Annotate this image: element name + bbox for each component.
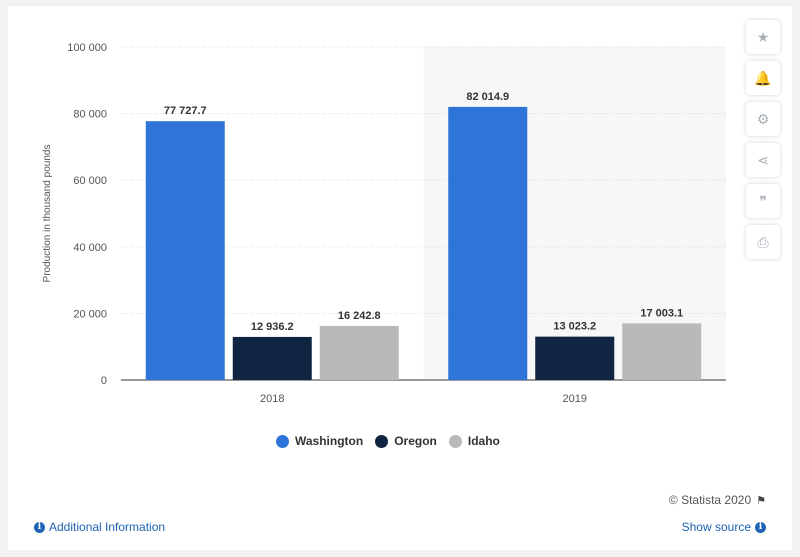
legend-label: Idaho bbox=[467, 434, 500, 448]
bar-idaho-2019 bbox=[622, 323, 702, 380]
legend-marker bbox=[448, 434, 462, 448]
credits-text: © Statista 2020 bbox=[668, 493, 752, 507]
star-button[interactable]: ★ bbox=[746, 20, 780, 54]
legend-item-idaho[interactable]: Idaho bbox=[448, 434, 500, 448]
chart-card: 0 20 000 40 000 60 000 80 000 100 000 Producti… bbox=[8, 6, 792, 550]
info-icon: i bbox=[34, 521, 45, 533]
share-icon: ⋖ bbox=[757, 151, 769, 168]
data-label: 17 003.1 bbox=[640, 307, 683, 319]
print-icon: ⎙ bbox=[757, 233, 769, 250]
bar-chart: 0 20 000 40 000 60 000 80 000 100 000 Producti… bbox=[42, 42, 726, 405]
y-tick-label: 20 000 bbox=[73, 308, 107, 320]
legend-label: Oregon bbox=[394, 434, 437, 448]
bar-idaho-2018 bbox=[319, 325, 399, 380]
y-tick-label: 100 000 bbox=[67, 42, 107, 54]
show-source-label: Show source bbox=[681, 520, 751, 534]
x-tick-label: 2019 bbox=[563, 393, 587, 405]
bar-oregon-2018 bbox=[232, 336, 312, 380]
bell-icon: 🔔 bbox=[754, 69, 772, 86]
legend-marker bbox=[276, 434, 289, 448]
bar-washington-2018 bbox=[145, 121, 225, 381]
share-button[interactable]: ⋖ bbox=[746, 143, 780, 177]
legend-label: Washington bbox=[295, 434, 364, 448]
legend-item-oregon[interactable]: Oregon bbox=[375, 434, 437, 448]
y-tick-label: 40 000 bbox=[73, 242, 107, 254]
print-button[interactable]: ⎙ bbox=[746, 225, 780, 259]
gear-button[interactable]: ⚙ bbox=[746, 102, 780, 136]
data-label: 77 727.7 bbox=[164, 105, 207, 117]
show-source-link[interactable]: Show source i bbox=[682, 520, 766, 534]
tool-sidebar: ★ 🔔 ⚙ ⋖ ❞ ⎙ bbox=[746, 20, 780, 266]
statista-credits[interactable]: © Statista 2020 ⚑ bbox=[669, 493, 766, 507]
bar-washington-2019 bbox=[448, 106, 528, 380]
info-icon: i bbox=[755, 521, 766, 533]
y-axis-title: Production in thousand pounds bbox=[42, 145, 53, 283]
quote-button[interactable]: ❞ bbox=[746, 184, 780, 218]
y-tick-label: 0 bbox=[101, 375, 107, 387]
data-label: 13 023.2 bbox=[553, 321, 596, 333]
y-tick-label: 60 000 bbox=[73, 175, 107, 187]
flag-icon: ⚑ bbox=[756, 494, 766, 507]
data-label: 82 014.9 bbox=[466, 91, 509, 103]
legend: Washington Oregon Idaho bbox=[276, 434, 512, 448]
quote-icon: ❞ bbox=[759, 192, 767, 209]
y-tick-label: 80 000 bbox=[73, 109, 107, 121]
legend-marker bbox=[375, 434, 389, 448]
legend-item-washington[interactable]: Washington bbox=[276, 434, 363, 448]
bar-oregon-2019 bbox=[535, 336, 615, 380]
additional-information-label: Additional Information bbox=[49, 520, 166, 534]
star-icon: ★ bbox=[756, 28, 770, 45]
additional-information-link[interactable]: i Additional Information bbox=[34, 520, 165, 534]
data-label: 12 936.2 bbox=[251, 321, 294, 333]
data-label: 16 242.8 bbox=[338, 310, 381, 322]
gear-icon: ⚙ bbox=[756, 110, 770, 127]
bell-button[interactable]: 🔔 bbox=[746, 61, 780, 95]
x-tick-label: 2018 bbox=[260, 393, 284, 405]
